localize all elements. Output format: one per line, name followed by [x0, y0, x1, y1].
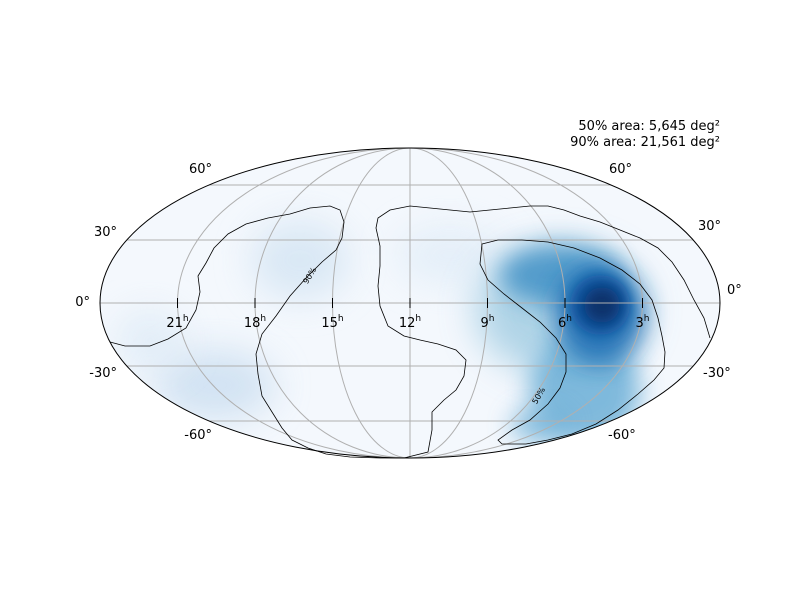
- dec-label-left-60: 60°: [189, 162, 212, 177]
- dec-label-right-60: 60°: [609, 162, 632, 177]
- dec-label-left-m60: -60°: [184, 428, 212, 443]
- ra-label-15h: 15h: [321, 314, 343, 331]
- dec-labels-right: 60° 30° 0° -30° -60°: [608, 162, 742, 443]
- dec-label-left-30: 30°: [94, 225, 117, 240]
- ra-label-6h: 6h: [558, 314, 572, 331]
- dec-label-right-m60: -60°: [608, 428, 636, 443]
- ra-label-3h: 3h: [636, 314, 650, 331]
- dec-label-right-0: 0°: [727, 283, 742, 298]
- credible-area-90-text: 90% area: 21,561 deg²: [570, 135, 720, 150]
- dec-label-right-30: 30°: [698, 219, 721, 234]
- ra-ticks: [177, 298, 643, 308]
- dec-label-right-m30: -30°: [703, 366, 731, 381]
- ra-label-9h: 9h: [481, 314, 495, 331]
- map-outline: [99, 147, 721, 459]
- ra-label-21h: 21h: [166, 314, 188, 331]
- ra-label-18h: 18h: [244, 314, 266, 331]
- dec-label-left-0: 0°: [75, 295, 90, 310]
- ra-labels: 21h 18h 15h 12h 9h 6h 3h: [166, 314, 649, 331]
- ra-label-12h: 12h: [399, 314, 421, 331]
- dec-labels-left: 60° 30° 0° -30° -60°: [75, 162, 212, 443]
- dec-label-left-m30: -30°: [89, 366, 117, 381]
- probability-heatmap: [115, 220, 645, 445]
- contour-90-left: [109, 205, 404, 459]
- credible-area-50-text: 50% area: 5,645 deg²: [578, 119, 720, 134]
- contour-50: [479, 239, 666, 445]
- credible-contours: [109, 205, 711, 459]
- contour-90-main: [375, 205, 711, 459]
